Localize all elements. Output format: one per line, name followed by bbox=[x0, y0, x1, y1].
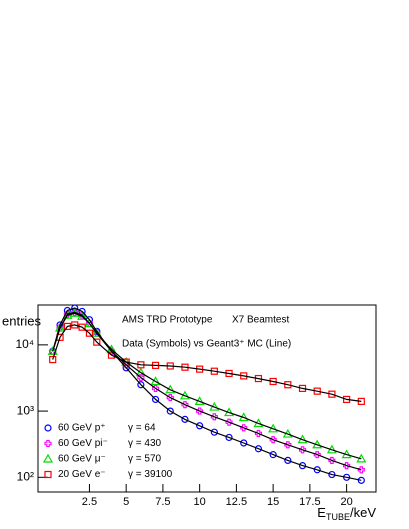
mc-line bbox=[52, 312, 362, 460]
y-tick-label: 10³ bbox=[17, 403, 34, 417]
data-point bbox=[240, 439, 248, 447]
x-label-sub: TUBE bbox=[326, 512, 350, 522]
x-tick-label: 12.5 bbox=[226, 496, 247, 508]
data-point bbox=[298, 462, 307, 470]
legend-label: 60 GeV pi⁻ bbox=[58, 438, 108, 449]
mc-line bbox=[52, 324, 362, 402]
data-point bbox=[85, 329, 94, 337]
x-tick-label: 17.5 bbox=[299, 496, 320, 508]
legend-marker bbox=[44, 470, 52, 479]
data-point bbox=[181, 415, 189, 423]
data-point bbox=[78, 307, 86, 316]
data-point bbox=[357, 476, 365, 484]
plot-frame bbox=[37, 304, 377, 493]
y-axis-label: entries bbox=[2, 313, 42, 328]
legend-label: 20 GeV e⁻ bbox=[58, 469, 106, 480]
data-point bbox=[93, 338, 101, 346]
y-tick-label: 10² bbox=[17, 469, 34, 483]
data-point bbox=[49, 355, 57, 364]
legend-label: 60 GeV μ⁻ bbox=[58, 454, 106, 465]
data-point bbox=[63, 322, 71, 331]
data-point bbox=[284, 456, 292, 465]
x-tick-label: 20 bbox=[340, 496, 352, 508]
legend-marker bbox=[44, 439, 52, 448]
data-point bbox=[137, 374, 145, 382]
x-tick-label: 2.5 bbox=[82, 496, 97, 508]
annotation: AMS TRD Prototype bbox=[122, 315, 213, 326]
x-axis-label: ETUBE/keV bbox=[317, 505, 376, 522]
x-tick-label: 10 bbox=[194, 496, 206, 508]
x-tick-label: 7.5 bbox=[155, 496, 170, 508]
annotation: Data (Symbols) vs Geant3⁺ MC (Line) bbox=[122, 339, 291, 350]
data-point bbox=[91, 327, 102, 337]
legend-gamma: γ = 430 bbox=[128, 438, 162, 449]
data-point bbox=[137, 381, 145, 389]
x-tick-label: 15 bbox=[267, 496, 279, 508]
mc-line bbox=[52, 307, 362, 481]
mc-line bbox=[52, 311, 362, 471]
data-point bbox=[166, 407, 174, 415]
legend-gamma: γ = 64 bbox=[128, 423, 156, 434]
x-label-main: E bbox=[317, 505, 326, 520]
data-point bbox=[210, 428, 218, 436]
data-point bbox=[78, 323, 86, 331]
legend-gamma: γ = 39100 bbox=[128, 469, 173, 480]
legend-gamma: γ = 570 bbox=[128, 454, 162, 465]
legend-marker bbox=[42, 453, 54, 463]
data-point bbox=[63, 306, 71, 315]
legend-marker bbox=[44, 424, 52, 432]
data-point bbox=[47, 346, 58, 355]
data-point bbox=[55, 322, 66, 332]
data-point bbox=[135, 367, 146, 377]
x-tick-label: 5 bbox=[123, 496, 129, 508]
x-label-unit: /keV bbox=[350, 505, 376, 520]
data-point bbox=[71, 304, 79, 312]
legend-label: 60 GeV p⁺ bbox=[58, 423, 106, 434]
data-point bbox=[269, 451, 277, 459]
y-tick-label: 10⁴ bbox=[15, 337, 34, 351]
data-point bbox=[196, 422, 204, 430]
data-point bbox=[225, 433, 233, 442]
data-point bbox=[151, 395, 160, 404]
data-point bbox=[254, 445, 263, 453]
data-point bbox=[284, 381, 292, 389]
annotation: X7 Beamtest bbox=[232, 315, 289, 326]
data-point bbox=[152, 384, 160, 392]
data-point bbox=[313, 466, 321, 474]
